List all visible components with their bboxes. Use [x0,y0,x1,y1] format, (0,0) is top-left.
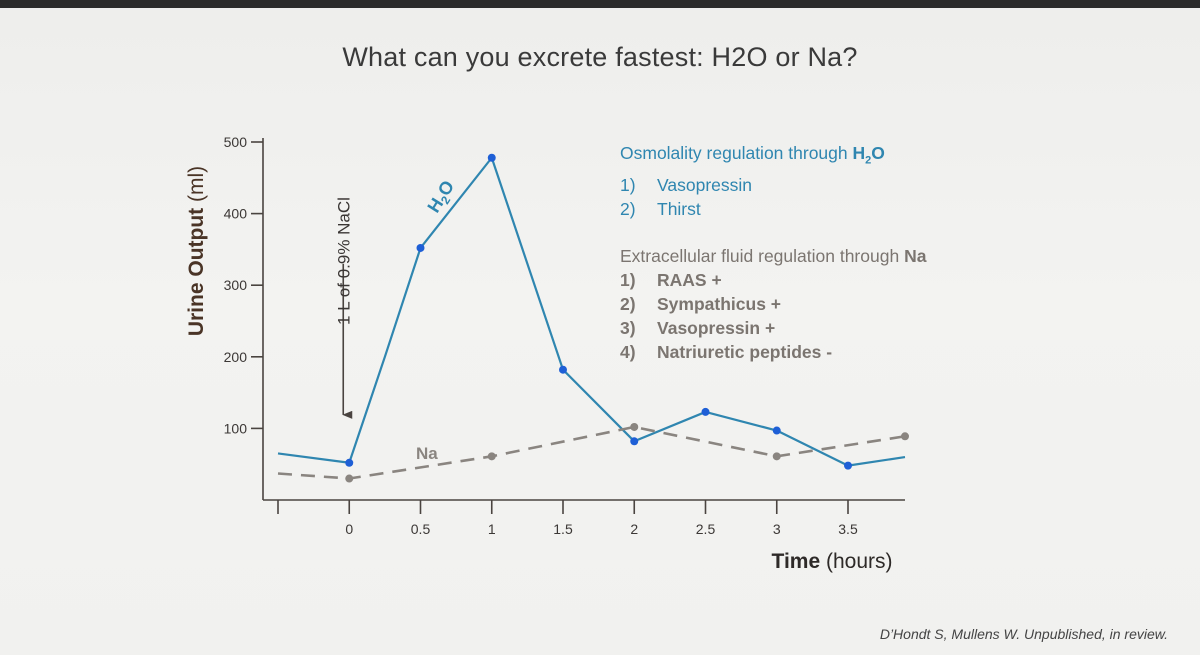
na-item-num: 3) [620,317,636,338]
na-item-text: Natriuretic peptides - [657,341,833,362]
x-tick-label: 3.5 [838,521,858,537]
na-heading-na: Na [904,245,927,266]
data-point-h2o [772,426,781,435]
na-item-num: 1) [620,269,636,290]
na-item: 1) RAAS + [620,268,926,292]
h2o-heading-sub: 2 [865,154,872,167]
x-tick-label: 3 [773,521,781,537]
h2o-heading-h: H [852,143,866,163]
na-item: 3) Vasopressin + [620,316,926,340]
h2o-item-text: Thirst [657,198,701,219]
na-item: 2) Sympathicus + [620,292,926,316]
data-point-na [487,452,496,461]
y-tick-label: 500 [224,134,248,150]
h2o-item-num: 2) [620,198,636,219]
na-item-text: Vasopressin + [657,317,776,338]
series-layer [277,153,909,483]
data-point-na [630,422,639,431]
na-item-text: Sympathicus + [657,293,782,314]
h2o-item: 1) Vasopressin [620,173,926,197]
citation: D’Hondt S, Mullens W. Unpublished, in re… [879,626,1168,642]
data-point-na [772,452,781,461]
x-tick-label: 0.5 [411,521,431,537]
x-tick-label: 2.5 [696,521,716,537]
y-tick-label: 400 [224,206,248,222]
data-point-h2o [559,365,567,374]
slide: What can you excrete fastest: H2O or Na?… [0,8,1200,655]
h2o-heading-text: Osmolality regulation through [620,143,853,163]
h2o-item-num: 1) [620,174,636,195]
na-item: 4) Natriuretic peptides - [620,340,926,364]
h2o-heading-o: O [871,143,885,163]
na-item-num: 4) [620,341,636,362]
y-tick-label: 100 [224,420,248,436]
data-point-h2o [701,407,710,416]
data-point-h2o [844,461,852,470]
data-point-h2o [416,243,425,252]
data-point-h2o [487,153,496,162]
series-line-na [277,425,906,480]
x-tick-label: 1 [488,521,496,537]
y-axis-label: Urine Output (ml) [185,166,208,336]
data-point-na [345,474,354,483]
na-item-num: 2) [620,293,636,314]
labels-layer: Urine Output (ml) Time (hours) H2O Na 1 L of… [185,166,893,573]
h2o-item-text: Vasopressin [657,174,753,195]
na-heading-text: Extracellular fluid regulation through [620,245,905,266]
regulation-legend: Osmolality regulation through H2O 1) Vaso… [620,141,926,364]
data-point-h2o [345,458,354,467]
slide-title: What can you excrete fastest: H2O or Na? [342,42,858,72]
na-heading: Extracellular fluid regulation through N… [620,244,926,268]
x-tick-label: 0 [345,521,353,537]
axes: 100 200 300 400 500 0 0.5 1 1.5 2 2.5 3 3.5 [224,134,905,537]
data-point-na [901,432,909,441]
na-item-text: RAAS + [657,269,722,290]
y-tick-label: 300 [224,277,248,293]
h2o-item: 2) Thirst [620,197,926,221]
y-tick-label: 200 [224,349,248,365]
x-tick-label: 2 [630,521,638,537]
series-label-na: Na [416,444,438,463]
x-tick-label: 1.5 [553,521,573,537]
h2o-heading: Osmolality regulation through H2O [620,141,926,173]
series-label-h2o: H2O [423,177,460,218]
x-axis-label: Time (hours) [772,550,893,573]
dose-annotation: 1 L of 0.9% NaCl [334,197,353,325]
data-point-h2o [630,437,639,446]
urine-output-chart: 100 200 300 400 500 0 0.5 1 1.5 2 2.5 3 3.5 Urine Ou… [185,134,909,573]
